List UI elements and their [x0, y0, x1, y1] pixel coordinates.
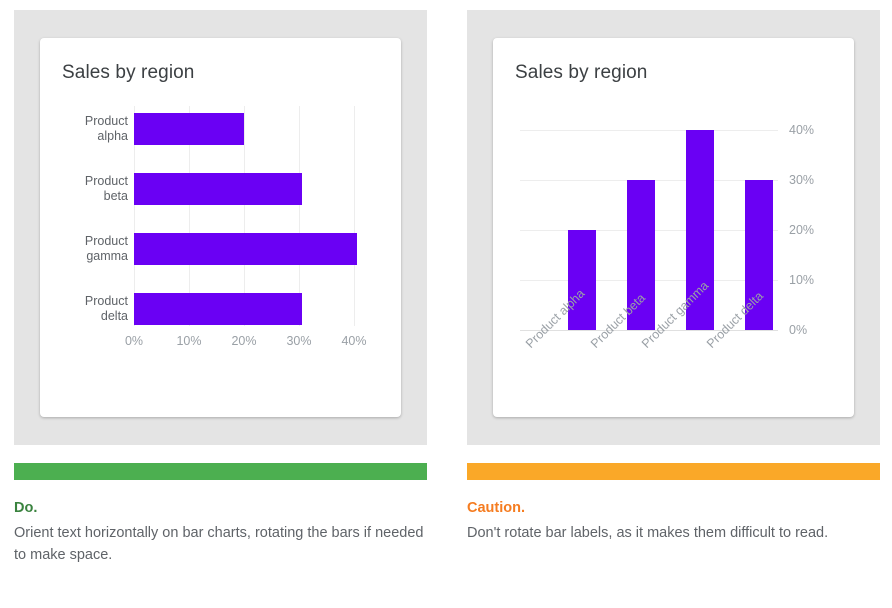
chart-frame-vertical: Sales by region 4 [467, 10, 880, 445]
category-label-gamma: Product gamma [54, 234, 128, 263]
category-label-beta: Product beta [54, 174, 128, 203]
category-label-gamma-line2: gamma [86, 248, 128, 263]
x-tick-40: 40% [341, 334, 367, 348]
bar-delta[interactable] [745, 180, 773, 330]
y-tick-0: 0% [789, 323, 808, 337]
chart-card-vertical: Sales by region 4 [493, 38, 854, 417]
do-panel: Sales by region Product alpha [14, 10, 427, 566]
category-label-gamma-line1: Product [84, 234, 128, 248]
do-caption-body: Orient text horizontally on bar charts, … [14, 525, 424, 563]
caution-panel: Sales by region 4 [467, 10, 880, 566]
category-label-alpha: Product alpha [54, 114, 128, 143]
bar-gamma[interactable] [134, 233, 357, 265]
bar-delta[interactable] [134, 293, 302, 325]
category-label-delta: Product delta [54, 294, 128, 323]
category-label-alpha-line1: Product [84, 114, 128, 128]
y-tick-40: 40% [789, 123, 815, 137]
do-caption: Do. Orient text horizontally on bar char… [14, 480, 427, 566]
category-label-delta-line1: Product [84, 294, 128, 308]
bar-beta[interactable] [627, 180, 655, 330]
chart-frame-horizontal: Sales by region Product alpha [14, 10, 427, 445]
gridline-x-20 [244, 106, 245, 326]
category-label-beta-line1: Product [84, 174, 128, 188]
x-tick-10: 10% [176, 334, 202, 348]
do-rule [14, 463, 427, 480]
gridline-y-0 [520, 330, 778, 331]
y-tick-10: 10% [789, 273, 815, 287]
gridline-x-10 [189, 106, 190, 326]
gridline-x-0 [134, 106, 135, 326]
chart-card-horizontal: Sales by region Product alpha [40, 38, 401, 417]
y-tick-30: 30% [789, 173, 815, 187]
x-tick-20: 20% [231, 334, 257, 348]
horizontal-bar-plot: Product alpha Product beta Product gamma [40, 38, 401, 417]
do-caption-lead: Do. [14, 500, 38, 516]
category-label-alpha-line2: alpha [97, 128, 128, 143]
gridline-x-40 [354, 106, 355, 326]
bar-gamma[interactable] [686, 130, 714, 330]
caution-caption: Caution. Don't rotate bar labels, as it … [467, 480, 880, 544]
y-tick-20: 20% [789, 223, 815, 237]
chart-title-horizontal: Sales by region [62, 62, 195, 83]
vertical-bar-plot: 40% 30% 20% 10% 0% Product alpha Product… [493, 38, 854, 417]
chart-title-vertical: Sales by region [515, 62, 648, 83]
x-tick-0: 0% [124, 334, 144, 348]
bar-beta[interactable] [134, 173, 302, 205]
category-label-beta-line2: beta [103, 188, 128, 203]
caution-rule [467, 463, 880, 480]
x-tick-30: 30% [286, 334, 312, 348]
gridline-x-30 [299, 106, 300, 326]
caution-caption-lead: Caution. [467, 500, 525, 516]
bar-alpha[interactable] [134, 113, 244, 145]
caution-caption-body: Don't rotate bar labels, as it makes the… [467, 525, 829, 541]
panel-columns: Sales by region Product alpha [14, 10, 880, 566]
gridline-y-40 [520, 130, 778, 131]
category-label-delta-line2: delta [100, 308, 128, 323]
bar-alpha[interactable] [568, 230, 596, 330]
